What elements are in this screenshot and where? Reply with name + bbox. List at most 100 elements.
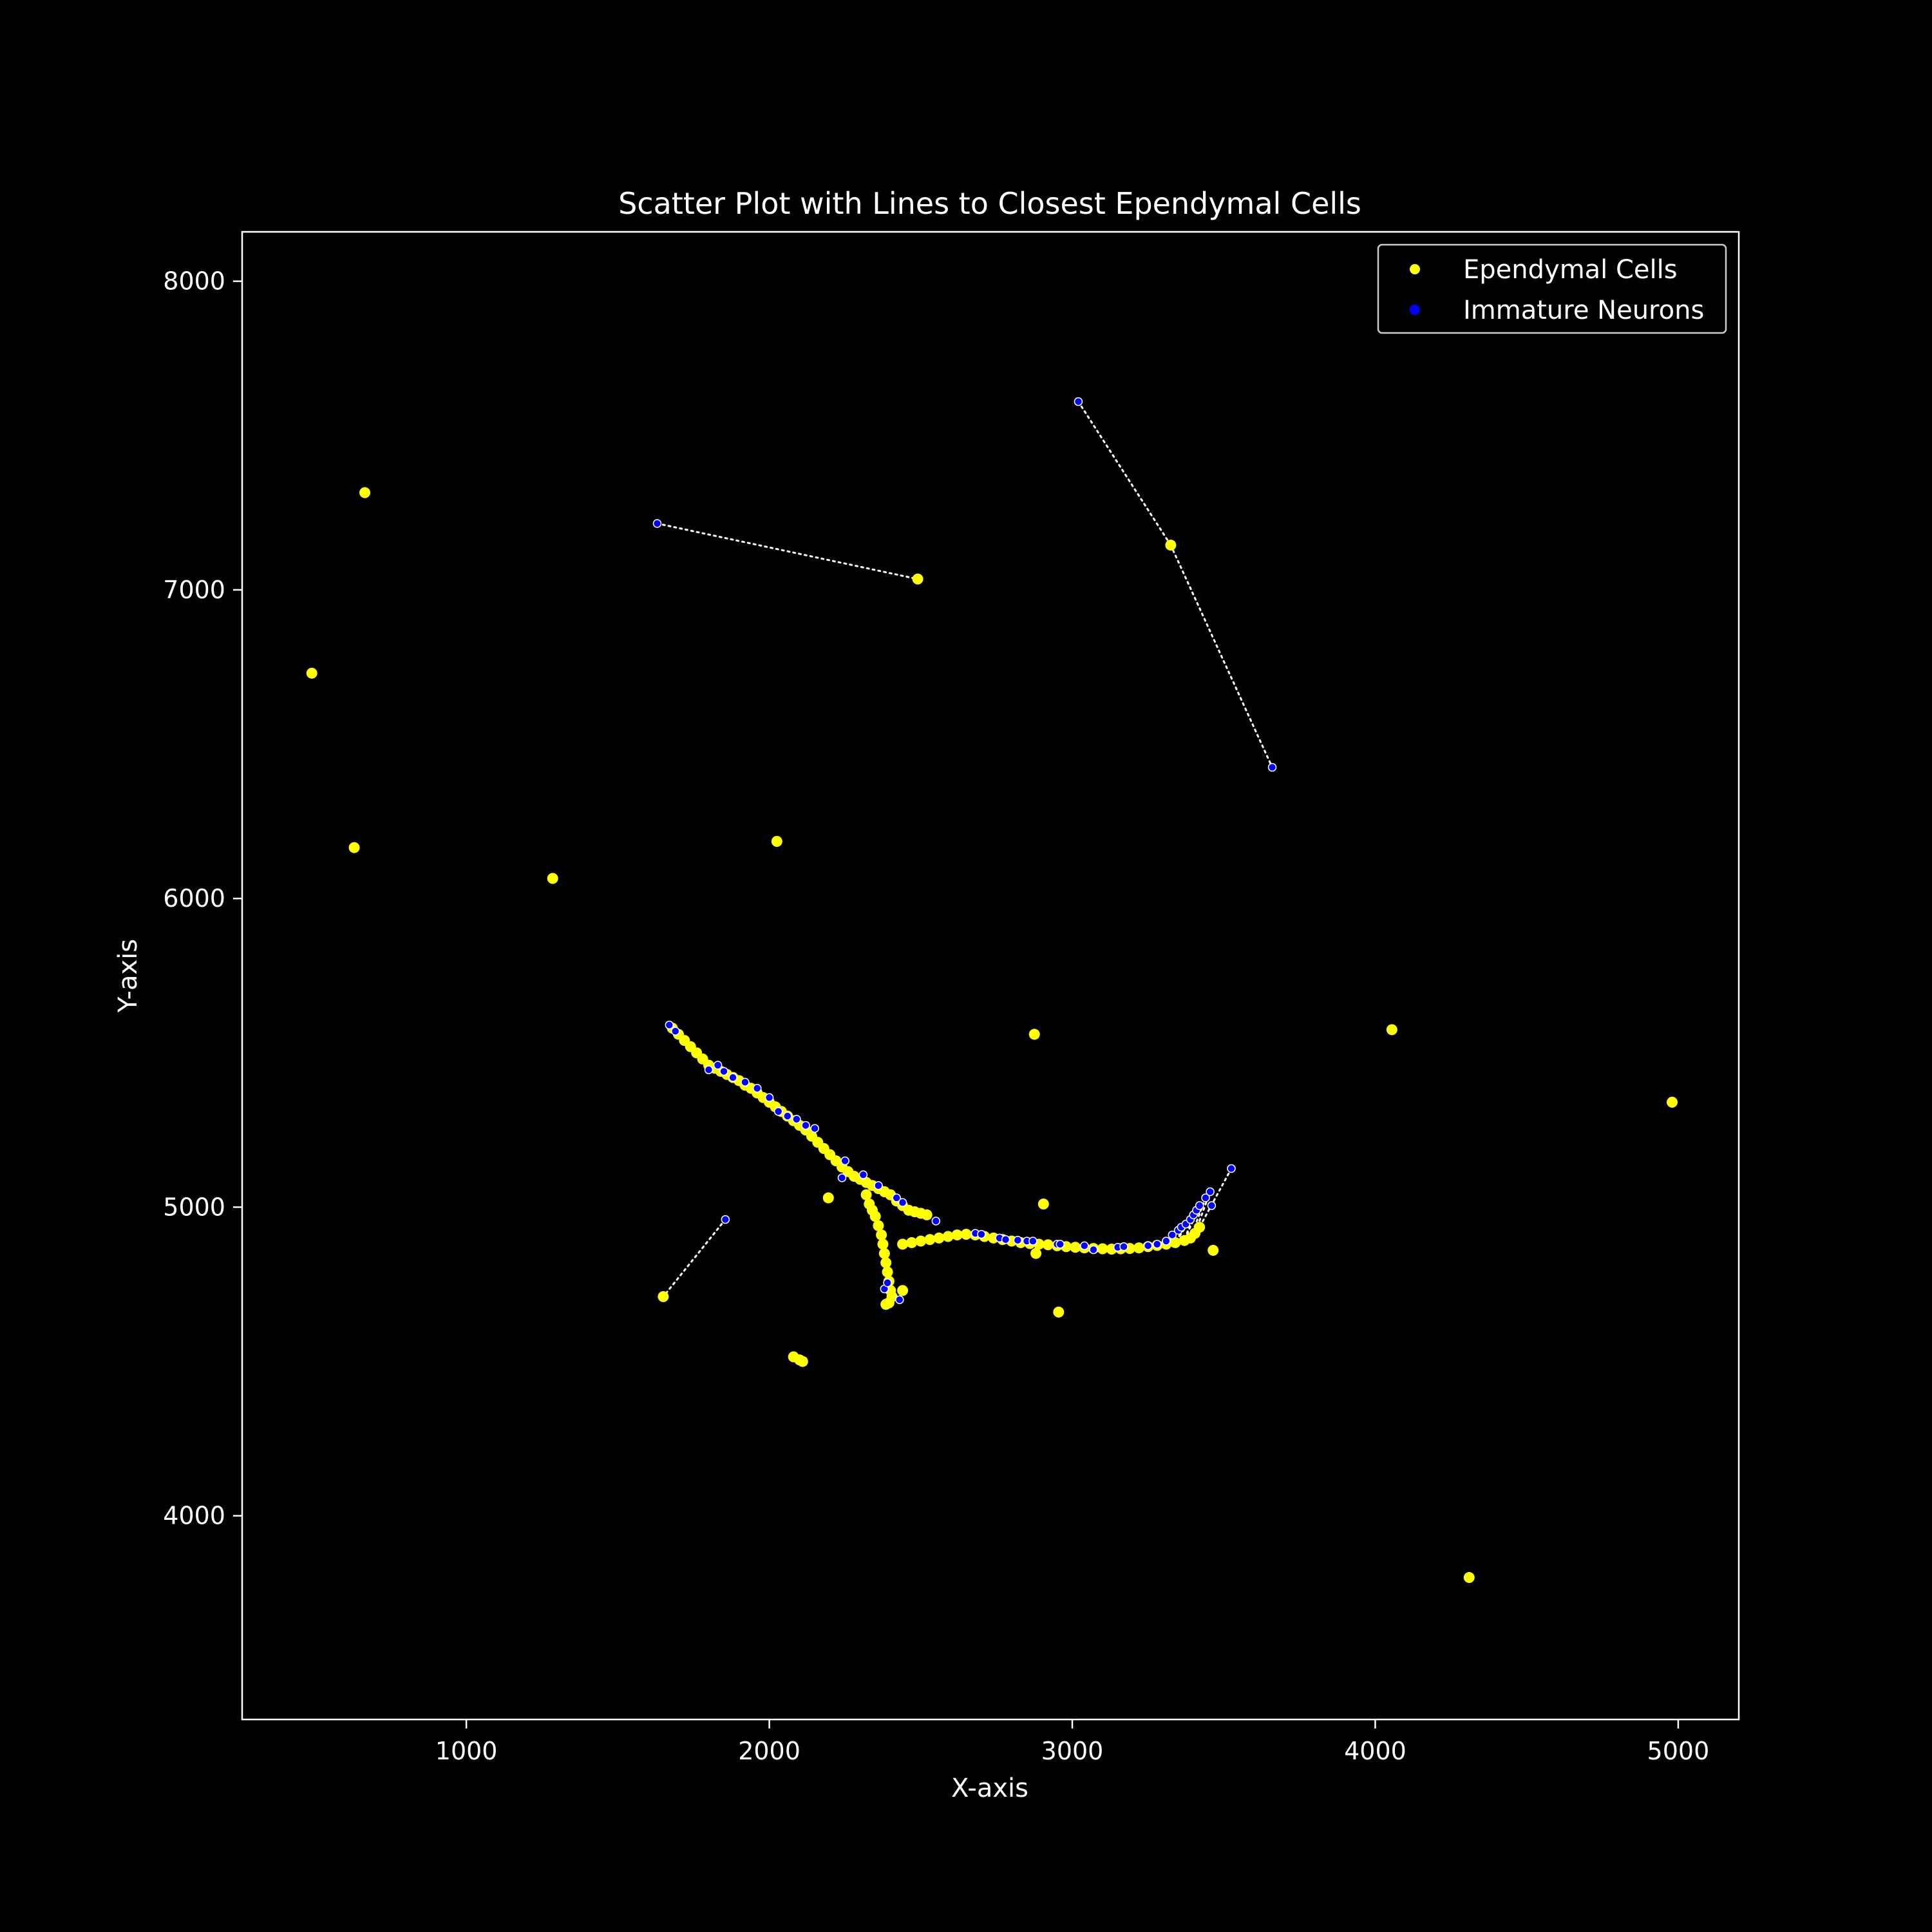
- ependymal-point: [1097, 1243, 1108, 1255]
- series-immature-neurons: [652, 397, 1277, 1304]
- y-axis-label: Y-axis: [113, 939, 143, 1013]
- legend-label-immature-neurons: Immature Neurons: [1463, 296, 1704, 325]
- connection-line: [662, 1218, 726, 1298]
- chart-title: Scatter Plot with Lines to Closest Epend…: [618, 186, 1361, 221]
- ependymal-point: [1028, 1028, 1040, 1040]
- immature-neuron-point: [810, 1124, 819, 1133]
- ependymal-point: [1208, 1245, 1219, 1256]
- immature-neuron-point: [1152, 1240, 1162, 1249]
- y-tick-label: 7000: [163, 576, 225, 604]
- x-axis-ticks: 1000 2000 3000 4000 5000: [435, 1719, 1710, 1765]
- immature-neuron-point: [1056, 1240, 1065, 1249]
- x-tick-label: 3000: [1041, 1737, 1104, 1765]
- ependymal-point: [771, 836, 782, 848]
- immature-neuron-point: [704, 1065, 714, 1074]
- immature-neuron-point: [840, 1156, 849, 1166]
- ependymal-point: [348, 842, 360, 853]
- ependymal-point: [797, 1356, 808, 1367]
- immature-neuron-point: [670, 1027, 680, 1036]
- y-tick-label: 5000: [163, 1193, 225, 1221]
- ependymal-point: [1070, 1242, 1081, 1253]
- immature-neuron-point: [764, 1093, 774, 1103]
- legend-box: [1377, 243, 1727, 334]
- ependymal-point: [1053, 1306, 1065, 1318]
- ependymal-point: [882, 1266, 893, 1278]
- immature-neuron-point: [652, 519, 662, 528]
- ependymal-point: [1030, 1247, 1042, 1259]
- ependymal-point: [897, 1238, 909, 1250]
- data-points: [306, 397, 1678, 1584]
- immature-neuron-point: [1074, 397, 1083, 406]
- x-tick-label: 1000: [435, 1737, 498, 1765]
- y-tick-label: 4000: [163, 1502, 225, 1530]
- connection-line: [656, 522, 919, 580]
- immature-neuron-point: [713, 1061, 723, 1070]
- immature-neuron-point: [898, 1198, 907, 1208]
- immature-neuron-point: [977, 1229, 986, 1239]
- immature-neuron-point: [892, 1193, 901, 1202]
- ependymal-point: [1463, 1572, 1475, 1584]
- immature-neuron-point: [721, 1215, 730, 1224]
- connection-line: [1198, 1168, 1233, 1229]
- ependymal-point: [897, 1285, 909, 1296]
- immature-neuron-point: [895, 1295, 904, 1304]
- ependymal-point: [1667, 1096, 1678, 1108]
- ependymal-point: [878, 1247, 890, 1259]
- immature-neuron-point: [753, 1084, 762, 1093]
- immature-neuron-point: [801, 1121, 810, 1130]
- ependymal-point: [1165, 539, 1177, 551]
- ependymal-point: [869, 1211, 881, 1222]
- x-tick-label: 4000: [1344, 1737, 1406, 1765]
- immature-neuron-point: [1143, 1241, 1153, 1251]
- immature-neuron-point: [1267, 762, 1277, 772]
- y-tick-label: 8000: [163, 267, 225, 296]
- ependymal-point: [886, 1291, 898, 1302]
- ependymal-point: [921, 1209, 933, 1220]
- immature-neuron-point: [1207, 1201, 1217, 1210]
- immature-neuron-point: [773, 1107, 783, 1116]
- immature-neuron-point: [883, 1278, 892, 1287]
- ependymal-point: [880, 1257, 892, 1269]
- ependymal-point: [912, 573, 923, 585]
- plot-frame: [241, 231, 1740, 1721]
- ependymal-point: [860, 1189, 872, 1200]
- ependymal-point: [876, 1229, 887, 1241]
- ependymal-point: [951, 1229, 963, 1241]
- immature-neuron-point: [1195, 1201, 1204, 1210]
- connection-line: [1077, 401, 1172, 546]
- immature-neuron-point: [719, 1066, 728, 1076]
- x-tick-label: 5000: [1647, 1737, 1710, 1765]
- series-ependymal-cells: [306, 487, 1678, 1584]
- ependymal-point: [960, 1229, 972, 1240]
- immature-neuron-point: [1227, 1164, 1236, 1173]
- ependymal-point: [933, 1232, 945, 1244]
- legend: Ependymal Cells Immature Neurons: [1377, 243, 1727, 334]
- immature-neuron-point: [1028, 1236, 1037, 1245]
- legend-label-ependymal: Ependymal Cells: [1463, 255, 1678, 285]
- immature-neuron-point: [1089, 1245, 1098, 1255]
- immature-neuron-point: [792, 1115, 801, 1124]
- immature-neuron-point: [741, 1077, 750, 1087]
- immature-neuron-point: [1206, 1187, 1215, 1197]
- immature-neuron-point: [728, 1073, 737, 1082]
- ependymal-point: [906, 1237, 918, 1249]
- ependymal-point: [359, 487, 371, 498]
- ependymal-point: [547, 873, 558, 884]
- legend-marker-immature-neurons: [1410, 305, 1420, 315]
- ependymal-point: [1194, 1222, 1206, 1233]
- y-tick-label: 6000: [163, 884, 225, 913]
- immature-neuron-point: [874, 1181, 883, 1190]
- ependymal-point: [924, 1234, 936, 1245]
- ependymal-point: [306, 667, 317, 679]
- x-axis-label: X-axis: [951, 1774, 1028, 1803]
- immature-neuron-point: [1080, 1241, 1089, 1251]
- x-tick-label: 2000: [738, 1737, 800, 1765]
- ependymal-point: [877, 1238, 889, 1250]
- immature-neuron-point: [665, 1020, 674, 1030]
- immature-neuron-point: [1162, 1236, 1171, 1245]
- immature-neuron-point: [858, 1170, 868, 1179]
- immature-neuron-point: [1013, 1235, 1023, 1245]
- immature-neuron-point: [1168, 1230, 1177, 1240]
- y-axis-ticks: 4000 5000 6000 7000 8000: [163, 267, 242, 1530]
